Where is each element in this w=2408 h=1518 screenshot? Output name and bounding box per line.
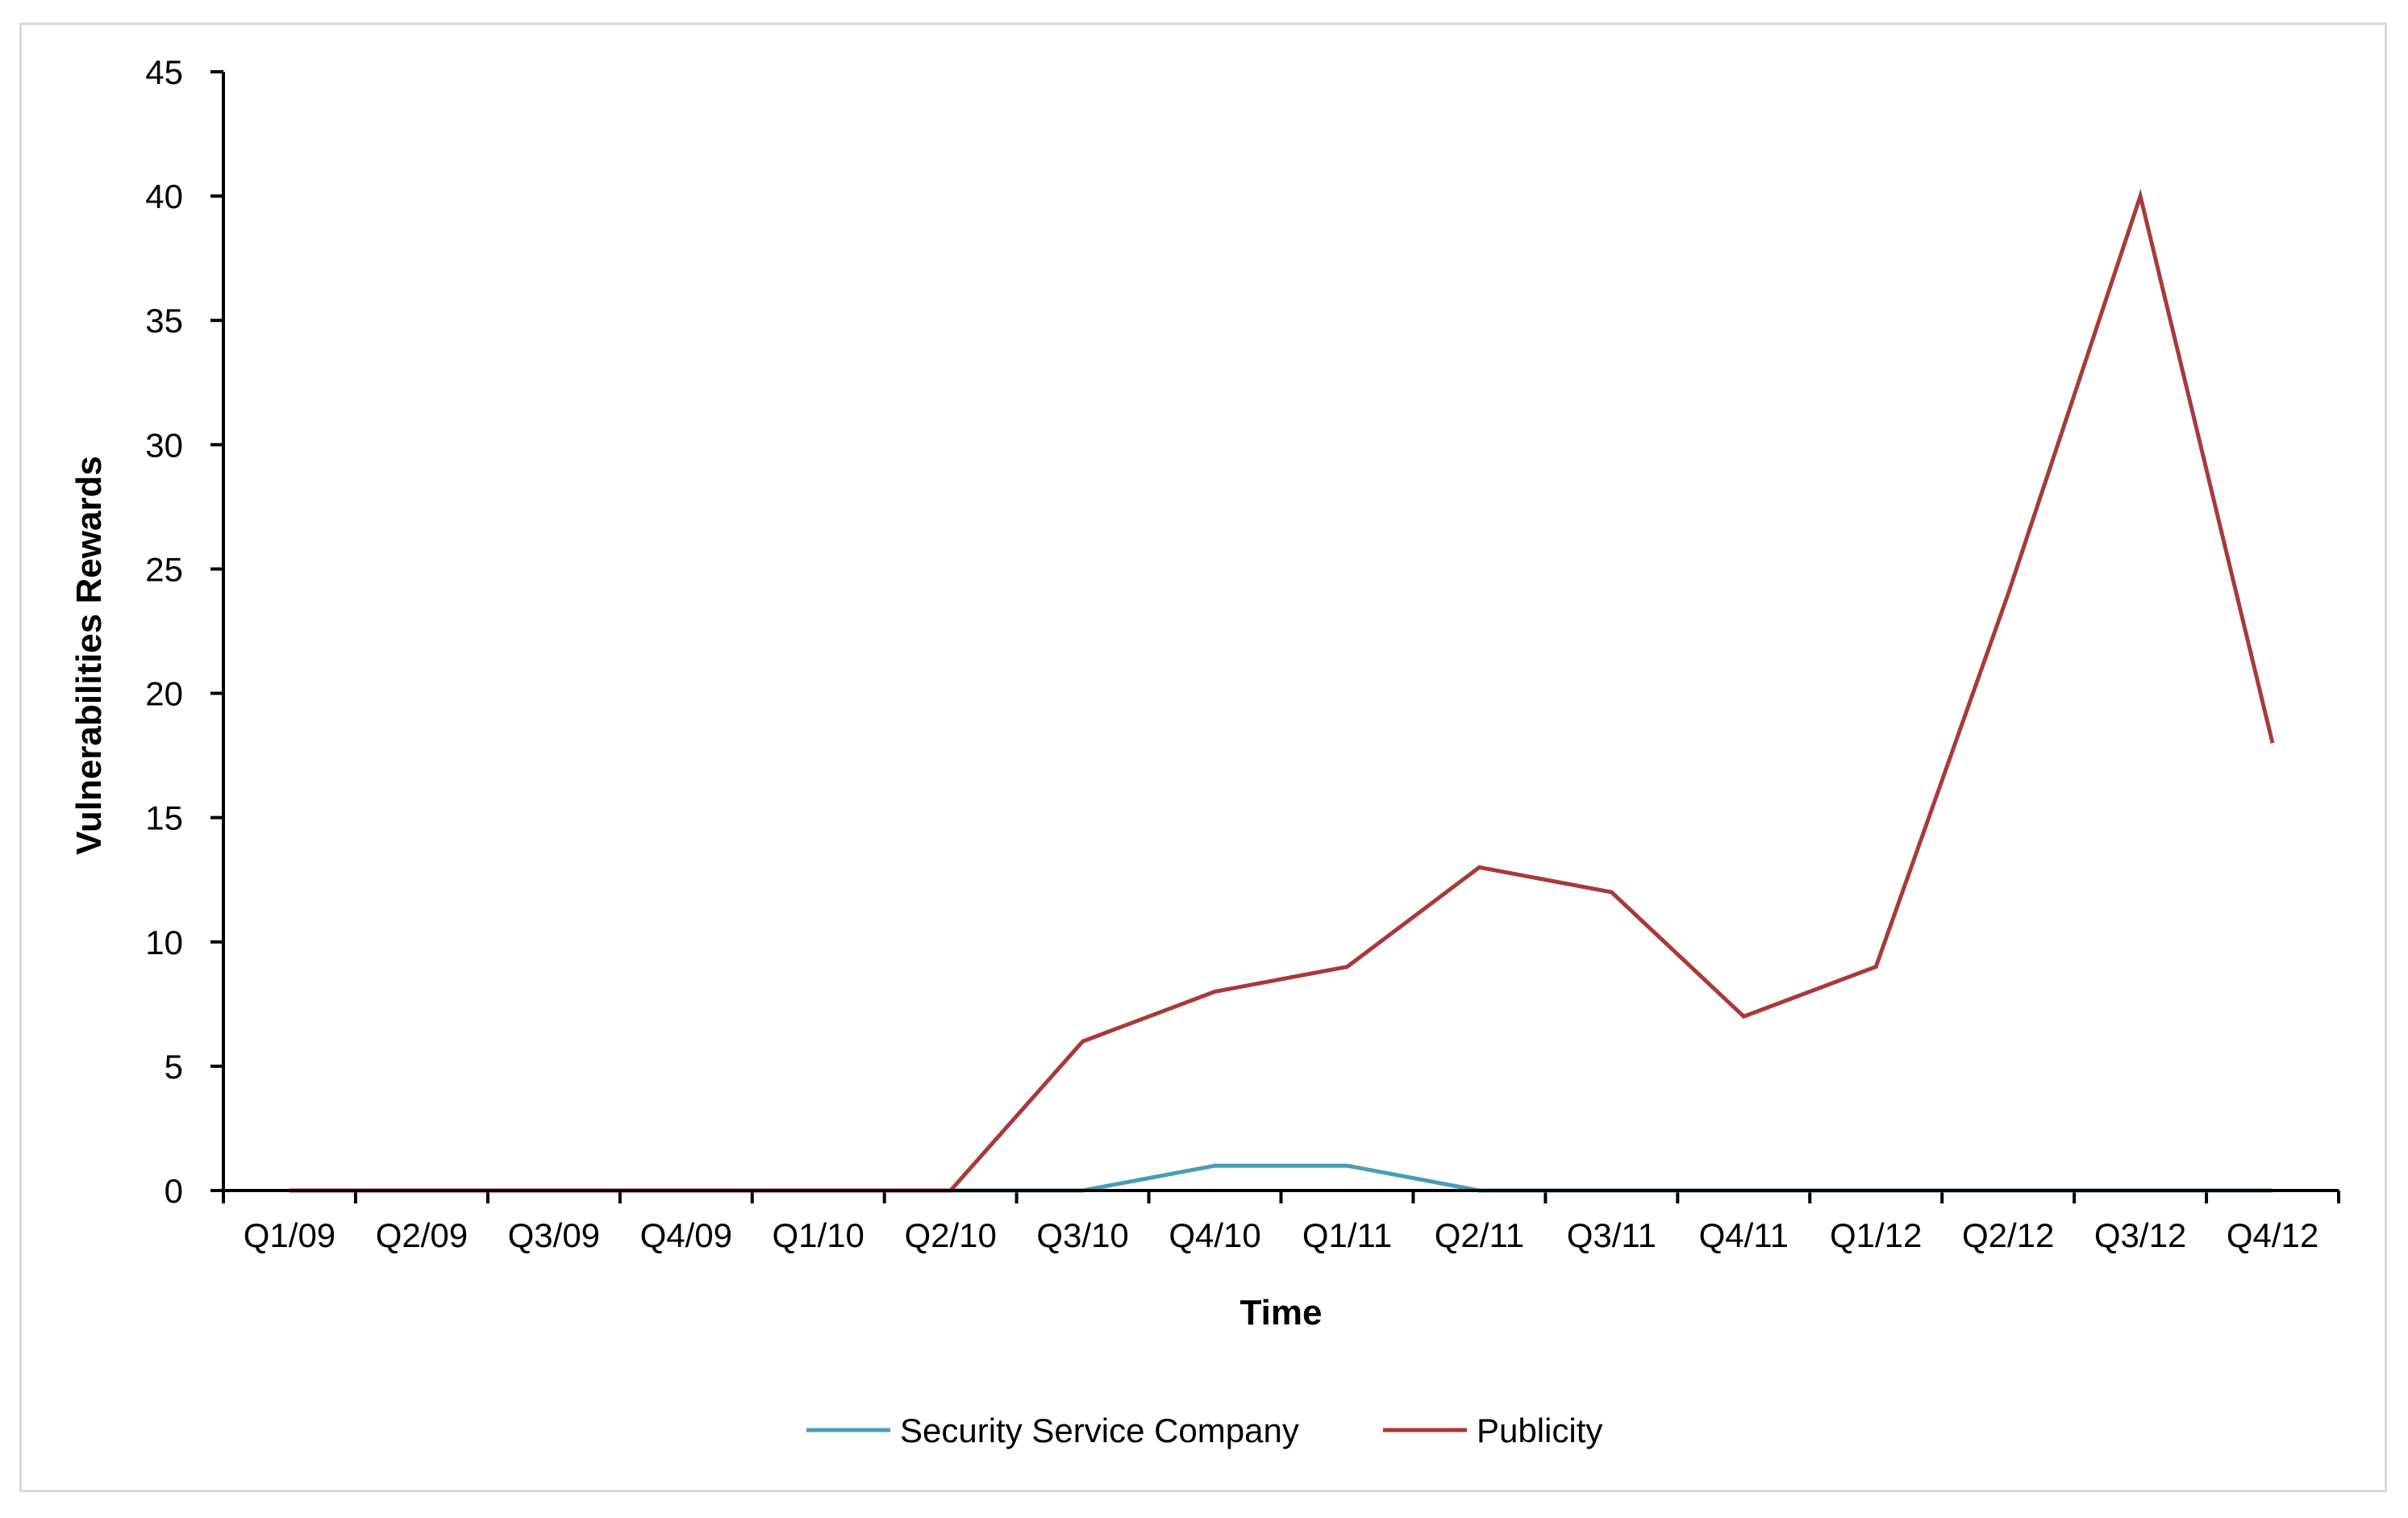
x-tick-label: Q1/10	[773, 1216, 864, 1254]
legend: Security Service Company Publicity	[806, 1412, 1602, 1449]
y-axis-ticks: 0 5 10 15 20 25 30 35 40 45	[145, 53, 223, 1210]
x-tick-label: Q1/09	[244, 1216, 335, 1254]
x-tick-label: Q2/09	[376, 1216, 468, 1254]
y-tick-label: 0	[165, 1172, 183, 1210]
x-tick-label: Q2/12	[1962, 1216, 2054, 1254]
x-tick-label: Q3/09	[508, 1216, 600, 1254]
y-tick-label: 20	[145, 675, 183, 713]
series-line-publicity	[290, 189, 2275, 1193]
chart-frame	[19, 23, 2387, 1492]
y-tick-label: 15	[145, 799, 183, 837]
x-axis-ticks: Q1/09 Q2/09 Q3/09 Q4/09 Q1/10 Q2/10 Q3/10 Q4/10…	[222, 1191, 2340, 1254]
x-tick-label: Q2/11	[1435, 1216, 1524, 1254]
y-tick-label: 35	[145, 302, 183, 340]
y-axis-title: Vulnerabilities Rewards	[69, 456, 109, 855]
y-tick-label: 10	[145, 924, 183, 961]
y-tick-label: 5	[165, 1048, 183, 1086]
x-tick-label: Q4/09	[640, 1216, 732, 1254]
y-tick-label: 40	[145, 177, 183, 215]
x-tick-label: Q1/12	[1830, 1216, 1922, 1254]
x-tick-label: Q4/10	[1169, 1216, 1260, 1254]
x-tick-label: Q1/11	[1302, 1216, 1392, 1254]
x-tick-label: Q4/11	[1699, 1216, 1789, 1254]
legend-label: Security Service Company	[900, 1412, 1299, 1449]
series-lines	[289, 189, 2275, 1193]
x-tick-label: Q2/10	[904, 1216, 996, 1254]
x-tick-label: Q3/12	[2094, 1216, 2186, 1254]
x-axis-title: Time	[1240, 1293, 1323, 1332]
x-tick-label: Q4/12	[2227, 1216, 2318, 1254]
x-tick-label: Q3/10	[1036, 1216, 1128, 1254]
legend-label: Publicity	[1477, 1412, 1602, 1449]
y-tick-label: 30	[145, 426, 183, 464]
x-tick-label: Q3/11	[1567, 1216, 1656, 1254]
y-tick-label: 25	[145, 550, 183, 588]
series-line-security-service-company	[290, 1163, 2273, 1193]
y-tick-label: 45	[145, 53, 183, 91]
